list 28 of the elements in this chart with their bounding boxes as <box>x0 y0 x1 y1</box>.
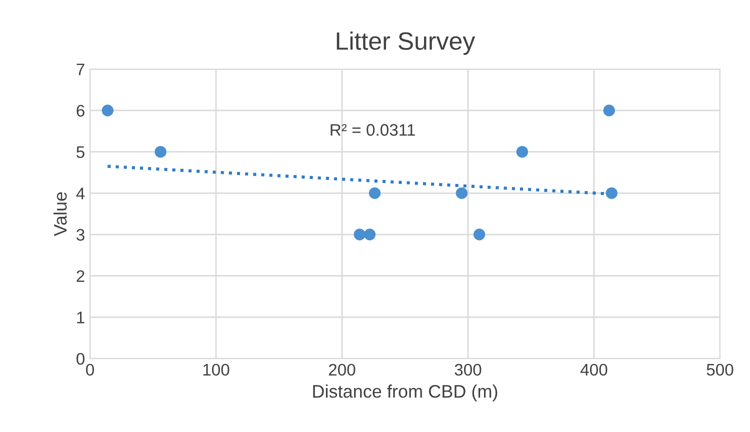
x-tick-label: 500 <box>706 364 734 376</box>
point <box>516 146 528 158</box>
y-tick-label: 4 <box>76 188 85 200</box>
y-axis-title: Value <box>53 192 67 236</box>
point <box>603 104 615 116</box>
x-tick-label: 400 <box>580 364 608 376</box>
y-tick-label: 1 <box>77 312 84 324</box>
chart-title: Litter Survey <box>336 32 476 55</box>
point <box>473 228 486 240</box>
x-tick-label: 300 <box>454 364 482 376</box>
point <box>364 228 376 240</box>
y-tick-label: 6 <box>76 104 84 117</box>
y-tick-label: 5 <box>76 146 84 158</box>
point <box>102 104 114 116</box>
y-tick-label: 2 <box>76 270 84 282</box>
y-tick-label: 3 <box>76 228 84 241</box>
point <box>354 228 366 240</box>
annotation: R² = 0.0311 <box>330 124 415 136</box>
x-tick-label: 100 <box>203 364 230 376</box>
point <box>606 187 618 200</box>
x-tick-label: 0 <box>86 364 94 376</box>
point <box>154 146 166 158</box>
y-tick-label: 0 <box>76 352 84 365</box>
x-tick-label: 200 <box>328 364 356 376</box>
x-axis-title: Distance from CBD (m) <box>313 384 498 402</box>
point <box>456 187 468 200</box>
point <box>368 187 381 200</box>
y-tick-label: 7 <box>76 64 84 76</box>
